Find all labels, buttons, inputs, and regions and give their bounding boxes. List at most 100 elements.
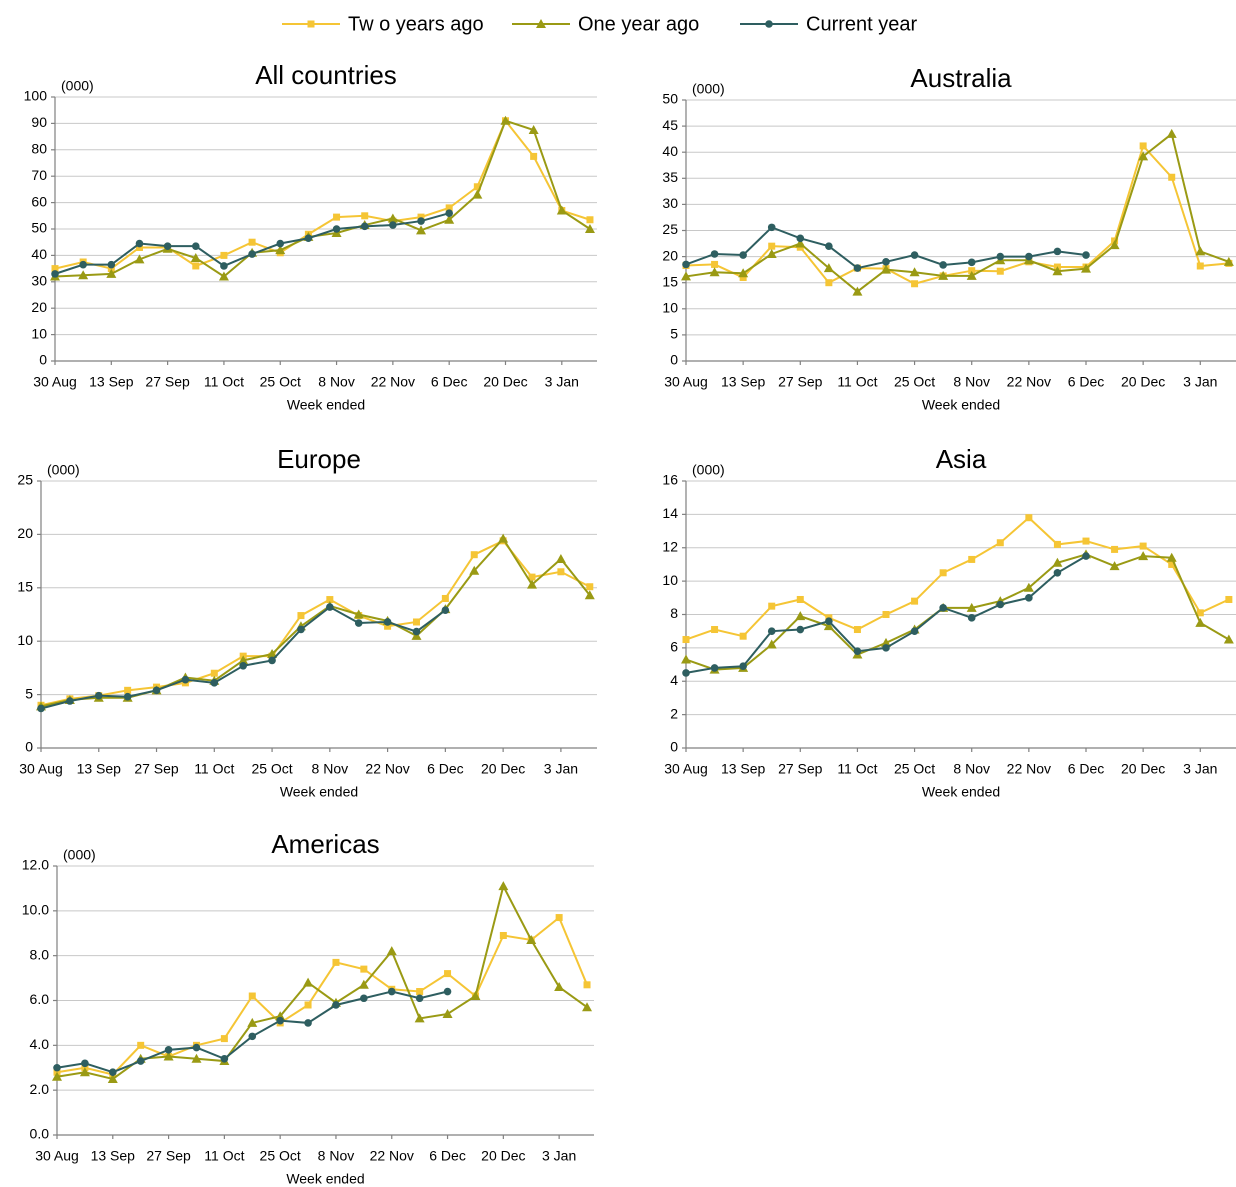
unit-label: (000)	[692, 462, 725, 478]
x-tick-label: 27 Sep	[778, 374, 823, 390]
marker	[417, 217, 425, 225]
marker	[681, 271, 691, 281]
y-tick-label: 10.0	[22, 902, 49, 918]
marker	[939, 604, 947, 612]
marker	[1168, 560, 1176, 568]
marker	[967, 614, 976, 622]
x-tick-label: 30 Aug	[664, 374, 708, 390]
y-tick-label: 25	[17, 472, 33, 488]
x-axis-label: Week ended	[922, 397, 1000, 413]
x-tick-label: 8 Nov	[953, 761, 990, 777]
marker	[1053, 540, 1061, 548]
marker	[711, 626, 719, 634]
y-tick-label: 2.0	[30, 1081, 50, 1097]
marker	[1166, 552, 1177, 562]
marker	[996, 539, 1004, 547]
y-tick-label: 8	[670, 605, 678, 621]
marker	[332, 1001, 340, 1009]
marker	[966, 602, 977, 612]
marker	[470, 551, 478, 559]
chart-title: Americas	[271, 829, 379, 859]
x-tick-label: 11 Oct	[194, 761, 234, 777]
y-tick-label: 90	[31, 114, 47, 130]
marker	[767, 627, 776, 635]
x-tick-label: 22 Nov	[371, 374, 415, 390]
x-tick-label: 3 Jan	[1183, 761, 1217, 777]
marker	[191, 1053, 202, 1063]
y-tick-label: 8.0	[30, 946, 50, 962]
y-tick-label: 10	[31, 325, 47, 341]
marker	[766, 639, 777, 649]
marker	[498, 881, 509, 891]
marker	[739, 273, 747, 281]
marker	[473, 183, 481, 191]
marker	[796, 625, 805, 634]
marker	[78, 270, 89, 280]
marker	[268, 656, 276, 665]
marker	[968, 267, 976, 275]
marker	[1139, 542, 1147, 550]
marker	[276, 1016, 284, 1025]
y-tick-label: 4.0	[30, 1036, 50, 1052]
marker	[765, 20, 773, 28]
marker	[66, 697, 74, 705]
marker	[297, 612, 305, 620]
marker	[218, 271, 229, 281]
marker	[1053, 247, 1062, 256]
marker	[795, 238, 806, 248]
marker	[825, 617, 833, 625]
marker	[106, 268, 117, 278]
x-tick-label: 20 Dec	[481, 1148, 525, 1164]
marker	[768, 242, 776, 250]
x-tick-label: 27 Sep	[134, 761, 179, 777]
marker	[192, 1043, 201, 1052]
marker	[412, 627, 421, 636]
marker	[939, 569, 947, 577]
marker	[192, 262, 200, 270]
marker	[500, 115, 511, 125]
unit-label: (000)	[61, 78, 94, 94]
marker	[996, 600, 1005, 609]
x-tick-label: 22 Nov	[1007, 374, 1051, 390]
series-line	[56, 990, 448, 1074]
marker	[94, 691, 103, 700]
marker	[711, 260, 719, 268]
chart-title: All countries	[255, 60, 397, 90]
y-tick-label: 10	[662, 572, 678, 588]
marker	[303, 977, 314, 987]
marker	[415, 994, 424, 1003]
marker	[383, 618, 392, 626]
marker	[441, 594, 449, 602]
x-tick-label: 25 Oct	[260, 1148, 301, 1164]
marker	[124, 686, 132, 694]
marker	[498, 533, 509, 543]
y-tick-label: 6.0	[30, 991, 50, 1007]
marker	[881, 637, 891, 647]
x-tick-label: 22 Nov	[365, 761, 409, 777]
marker	[412, 618, 420, 626]
marker	[469, 565, 480, 575]
marker	[739, 662, 747, 671]
marker	[554, 982, 565, 992]
x-tick-label: 27 Sep	[146, 1148, 191, 1164]
marker	[389, 221, 397, 229]
marker	[247, 1017, 258, 1027]
x-tick-label: 20 Dec	[1121, 761, 1165, 777]
x-tick-label: 25 Oct	[251, 761, 292, 777]
marker	[220, 1054, 229, 1063]
y-tick-label: 15	[662, 273, 678, 289]
marker	[739, 251, 747, 259]
marker	[528, 573, 536, 581]
marker	[796, 234, 805, 243]
marker	[767, 223, 776, 232]
marker	[326, 596, 334, 604]
y-tick-label: 14	[662, 505, 678, 521]
marker	[51, 270, 59, 278]
marker	[882, 258, 890, 266]
marker	[853, 647, 862, 656]
marker	[1138, 551, 1149, 561]
marker	[967, 258, 976, 267]
marker	[267, 649, 278, 659]
marker	[417, 213, 425, 221]
